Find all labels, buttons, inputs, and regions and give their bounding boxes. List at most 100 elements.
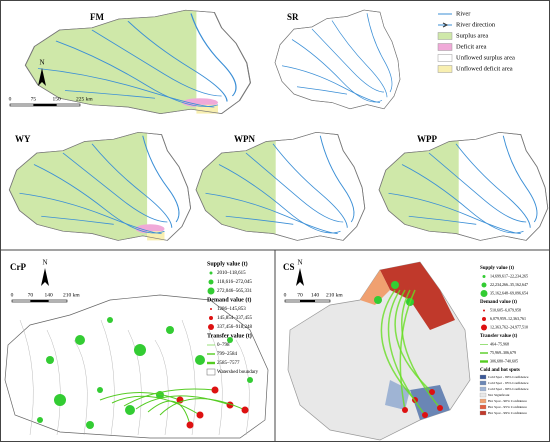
demand-point <box>422 412 428 418</box>
legend-supply <box>208 279 214 285</box>
subbasin-line <box>46 329 61 436</box>
supply-point <box>134 344 146 356</box>
unflowed-deficit <box>147 231 165 241</box>
label: SR <box>287 12 299 22</box>
legend-supply <box>482 275 486 278</box>
label: 118,616–272,045 <box>217 280 252 285</box>
legend-spot <box>479 392 487 398</box>
demand-point <box>402 407 408 413</box>
legend-demand <box>210 308 212 310</box>
label: 0 <box>11 292 14 298</box>
supply-point <box>86 421 94 429</box>
legend-spot <box>479 386 487 392</box>
label: N <box>297 259 302 267</box>
demand-point <box>186 421 194 429</box>
label: FM <box>90 12 104 22</box>
legend-boundary <box>206 368 216 376</box>
supply-point <box>46 356 54 364</box>
supply-point <box>247 377 253 383</box>
legend-swatch <box>442 22 449 28</box>
legend-swatch <box>437 43 453 51</box>
supply-point <box>107 317 113 323</box>
label: Cold Spot - 95% Confidence <box>488 381 529 385</box>
legend-demand <box>483 309 485 312</box>
watershed <box>4 294 269 439</box>
label: 75 <box>31 96 37 102</box>
label: 210 km <box>326 292 343 298</box>
supply-point <box>227 337 233 343</box>
legend-spot <box>479 380 487 386</box>
label: 150 <box>53 96 62 102</box>
label: Demand value (t) <box>207 296 251 303</box>
label: Hot Spot - 95% Confidence <box>488 405 527 409</box>
unflowed-deficit <box>196 104 218 114</box>
label: 337,456–918,248 <box>217 325 253 330</box>
watershed-map <box>24 9 252 115</box>
crp-panel: CrP N 0 70 140 210 km Supply value (t) 2010–118… <box>4 259 269 439</box>
supply-point <box>166 326 174 334</box>
label: 0–798 <box>217 343 230 348</box>
supply-point <box>97 387 103 393</box>
top-panels: FM SR WY WPN WPP N 0 75 150 225 km River River dire… <box>8 9 549 242</box>
label: Demand value (t) <box>480 300 517 305</box>
demand-point <box>211 386 219 394</box>
label: 272,046–565,331 <box>217 289 253 294</box>
legend-spot <box>479 374 487 380</box>
legend-supply <box>480 290 488 297</box>
legend-supply <box>209 271 213 275</box>
label: 75,969–306,679 <box>490 350 516 356</box>
subbasin-line <box>73 339 88 436</box>
legend-swatch <box>437 32 453 40</box>
label: WPN <box>234 134 255 144</box>
supply-point <box>75 335 85 345</box>
label: Watershed boundary <box>217 370 259 375</box>
supply-point <box>195 355 205 365</box>
legend-demand <box>482 317 486 321</box>
legend-demand <box>208 324 214 330</box>
subbasin-line <box>181 319 196 436</box>
demand-point <box>429 389 435 395</box>
watershed-map <box>378 131 549 242</box>
label: CS <box>283 262 295 272</box>
label: Unflowed surplus area <box>456 54 515 61</box>
hot-spot <box>380 262 455 330</box>
legend-spot <box>479 398 487 404</box>
label: 1286–145,853 <box>217 307 246 312</box>
demand-point <box>437 405 443 411</box>
label: River <box>456 10 471 17</box>
scale-bar <box>30 300 49 302</box>
legend-spot <box>479 404 487 410</box>
label: Unflowed deficit area <box>456 65 513 72</box>
label: WY <box>15 134 31 144</box>
demand-point <box>241 406 249 414</box>
scale-bar <box>33 104 57 106</box>
label: 140 <box>311 292 320 298</box>
transfer-flow <box>399 289 416 411</box>
transfer-flow <box>159 398 246 416</box>
transfer-flow <box>147 400 191 426</box>
legend-swatch <box>437 65 453 73</box>
supply-point <box>125 405 135 415</box>
label: 14,699,617–22,234,265 <box>490 273 528 279</box>
supply-point <box>54 394 66 406</box>
label: 35,162,648–69,096,654 <box>490 290 528 296</box>
label: 464–75,968 <box>490 341 509 347</box>
subbasin-line <box>100 319 115 436</box>
legend-demand <box>209 316 213 320</box>
cs-panel: CS N 0 70 140 210 km Supply value (t) 14,699,61… <box>283 259 529 441</box>
label: Surplus area <box>456 32 488 39</box>
transfer-flow <box>387 289 426 416</box>
label: Supply value (t) <box>207 260 248 267</box>
label: Hot Spot - 90% Confidence <box>488 399 527 403</box>
transfer-flow <box>135 395 231 410</box>
label: 0 <box>284 292 287 298</box>
label: WPP <box>417 134 437 144</box>
label: Cold Spot - 90% Confidence <box>488 387 529 391</box>
legend-demand <box>481 324 487 331</box>
watershed-map <box>8 131 192 242</box>
label: CrP <box>10 262 26 272</box>
label: 22,234,266–35,162,647 <box>490 282 528 288</box>
label: 145,854–337,455 <box>217 316 253 321</box>
legend-swatch <box>437 54 453 62</box>
label: River direction <box>456 21 496 28</box>
